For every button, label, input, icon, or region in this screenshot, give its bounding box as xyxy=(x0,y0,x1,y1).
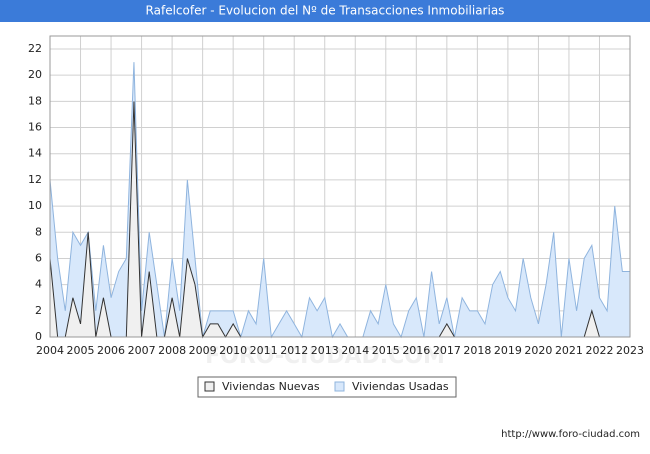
y-tick-label: 8 xyxy=(35,225,42,238)
legend-label: Viviendas Nuevas xyxy=(222,380,320,393)
x-tick-label: 2011 xyxy=(250,344,278,357)
y-tick-label: 4 xyxy=(35,278,42,291)
chart-title: Rafelcofer - Evolucion del Nº de Transac… xyxy=(146,4,505,18)
x-tick-label: 2008 xyxy=(158,344,186,357)
x-tick-label: 2006 xyxy=(97,344,125,357)
y-tick-label: 0 xyxy=(35,330,42,343)
plot-border xyxy=(49,35,631,338)
legend-swatch xyxy=(334,381,345,392)
x-tick-label: 2010 xyxy=(219,344,247,357)
x-tick-label: 2013 xyxy=(311,344,339,357)
series-line xyxy=(49,62,630,339)
x-tick-label: 2020 xyxy=(524,344,552,357)
y-tick-label: 2 xyxy=(35,304,42,317)
y-tick-label: 14 xyxy=(28,147,42,160)
y-tick-label: 22 xyxy=(28,42,42,55)
y-tick-label: 18 xyxy=(28,94,42,107)
x-tick-label: 2022 xyxy=(585,344,613,357)
watermark: FORO-CIUDAD.COM xyxy=(205,344,445,369)
x-tick-label: 2014 xyxy=(341,344,369,357)
x-tick-label: 2023 xyxy=(616,344,644,357)
x-tick-label: 2007 xyxy=(128,344,156,357)
x-tick-label: 2017 xyxy=(433,344,461,357)
x-tick-label: 2019 xyxy=(494,344,522,357)
y-tick-label: 20 xyxy=(28,68,42,81)
area-fill xyxy=(50,62,630,337)
y-tick-label: 12 xyxy=(28,173,42,186)
x-tick-label: 2004 xyxy=(36,344,64,357)
x-tick-label: 2018 xyxy=(463,344,491,357)
x-tick-label: 2016 xyxy=(402,344,430,357)
x-tick-label: 2012 xyxy=(280,344,308,357)
x-tick-label: 2021 xyxy=(555,344,583,357)
legend-label: Viviendas Usadas xyxy=(352,380,449,393)
title-bar xyxy=(0,0,650,22)
x-tick-label: 2015 xyxy=(372,344,400,357)
y-tick-label: 6 xyxy=(35,251,42,264)
source: http://www.foro-ciudad.com xyxy=(501,429,640,440)
legend xyxy=(197,376,457,398)
x-tick-label: 2009 xyxy=(189,344,217,357)
x-tick-label: 2005 xyxy=(67,344,95,357)
y-tick-label: 10 xyxy=(28,199,42,212)
y-tick-label: 16 xyxy=(28,121,42,134)
legend-swatch xyxy=(204,381,215,392)
